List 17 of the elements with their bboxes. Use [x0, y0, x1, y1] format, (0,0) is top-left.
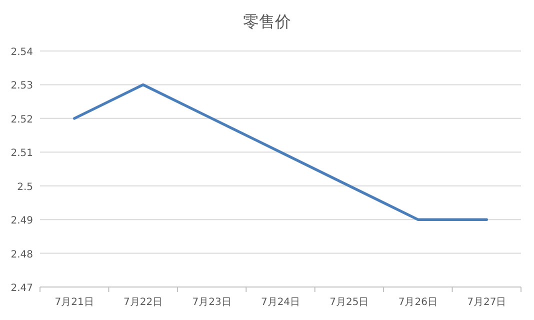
x-tick-label: 7月27日 — [467, 297, 506, 308]
x-tick-label: 7月24日 — [260, 297, 300, 308]
y-tick-label: 2.5 — [17, 182, 33, 193]
y-tick-label: 2.47 — [10, 283, 33, 294]
x-tick-label: 7月25日 — [330, 297, 369, 308]
y-tick-label: 2.49 — [10, 216, 33, 227]
x-tick-label: 7月26日 — [398, 297, 438, 308]
y-tick-label: 2.48 — [10, 249, 33, 260]
x-tick-label: 7月23日 — [192, 297, 232, 308]
x-tick-label: 7月22日 — [124, 297, 163, 308]
x-tick-label: 7月21日 — [54, 297, 94, 308]
line-series — [72, 83, 488, 221]
y-tick-label: 2.51 — [10, 148, 33, 160]
y-tick-label: 2.54 — [10, 47, 33, 58]
y-tick-label: 2.52 — [10, 114, 33, 126]
chart-title: 零售价 — [243, 12, 291, 31]
y-tick-label: 2.53 — [10, 80, 33, 92]
